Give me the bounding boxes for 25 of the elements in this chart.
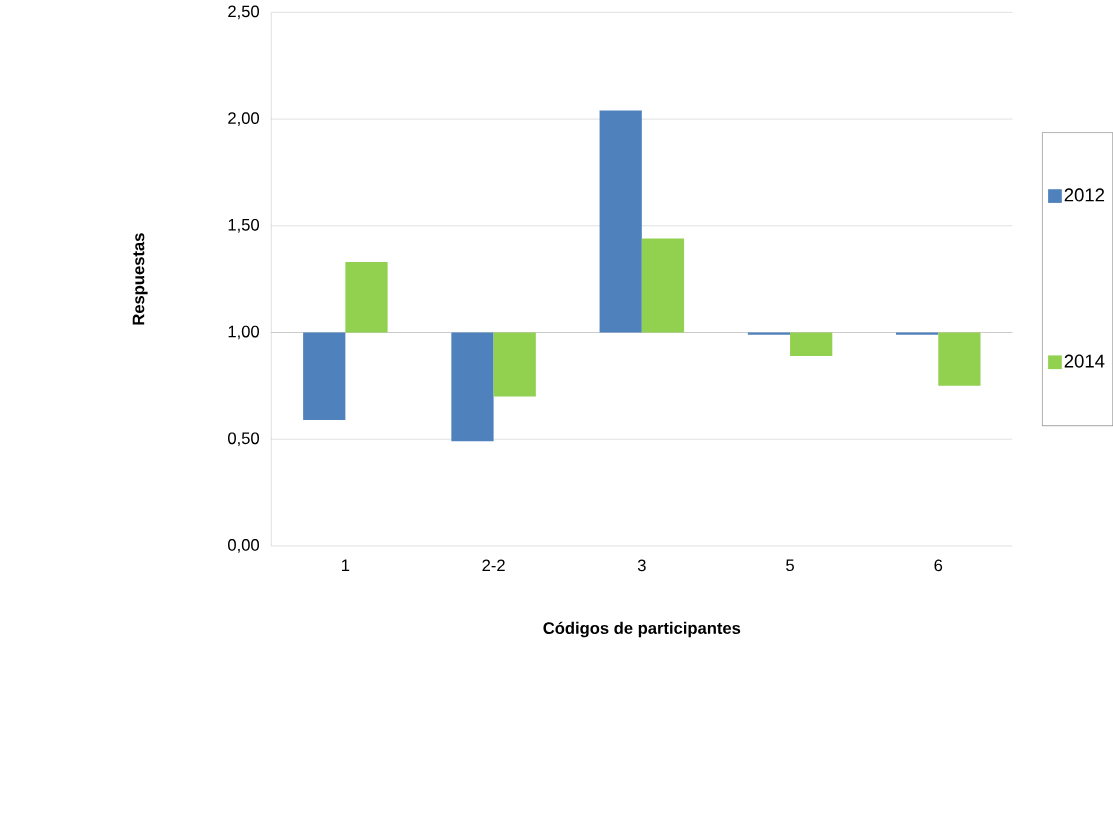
y-tick-label: 0,00 <box>228 539 260 553</box>
bar <box>747 332 791 335</box>
legend-label: 2014 <box>1064 354 1105 368</box>
y-tick-label: 1,50 <box>228 219 260 233</box>
bar <box>641 238 685 333</box>
bar <box>938 332 981 386</box>
bar <box>451 332 494 442</box>
y-tick-label: 1,00 <box>228 325 260 340</box>
bar <box>303 332 346 421</box>
bar <box>599 110 642 333</box>
y-axis-title: Respuestas <box>132 233 148 325</box>
y-tick-label: 2,50 <box>228 5 260 20</box>
legend-label: 2012 <box>1064 188 1105 202</box>
x-tick-label: 3 <box>637 559 646 572</box>
x-tick-label: 2-2 <box>482 559 505 572</box>
bar <box>493 332 536 397</box>
x-tick-label: 6 <box>934 559 943 572</box>
x-tick-label: 1 <box>342 559 350 572</box>
x-tick-label: 5 <box>786 559 794 572</box>
y-tick-label: 2,00 <box>228 112 260 127</box>
x-axis-title: Códigos de participantes <box>543 621 741 638</box>
bar <box>790 332 833 357</box>
bar <box>896 332 939 335</box>
bar <box>345 262 388 333</box>
y-tick-label: 0,50 <box>228 432 260 447</box>
